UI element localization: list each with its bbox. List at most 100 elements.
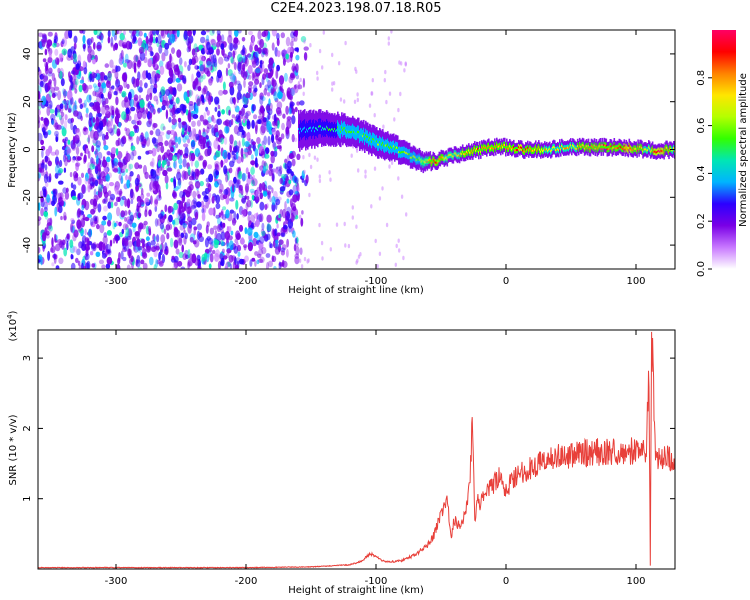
- noise-blob: [72, 233, 77, 242]
- signal-mark: [524, 150, 526, 153]
- noise-blob: [135, 30, 140, 37]
- signal-mark: [400, 151, 402, 154]
- x-tick-label: 0: [503, 276, 509, 287]
- noise-blob: [398, 248, 401, 253]
- signal-mark: [381, 143, 383, 146]
- noise-blob: [120, 137, 125, 147]
- noise-blob: [288, 189, 294, 196]
- noise-blob: [87, 214, 92, 218]
- noise-blob: [201, 191, 207, 196]
- noise-blob: [173, 161, 176, 169]
- signal-mark: [469, 151, 471, 154]
- noise-blob: [254, 196, 260, 203]
- noise-blob: [53, 35, 59, 44]
- noise-blob: [232, 183, 235, 193]
- noise-blob: [98, 178, 104, 186]
- noise-blob: [190, 139, 196, 148]
- noise-blob: [67, 118, 73, 124]
- noise-blob: [140, 259, 145, 265]
- noise-blob: [344, 40, 347, 46]
- noise-blob: [72, 184, 77, 191]
- noise-blob: [402, 255, 405, 261]
- noise-blob: [85, 129, 89, 135]
- signal-mark: [451, 155, 454, 158]
- noise-blob: [104, 63, 110, 68]
- noise-blob: [206, 58, 212, 66]
- signal-mark: [627, 149, 630, 152]
- noise-blob: [237, 30, 242, 34]
- noise-blob: [165, 109, 169, 120]
- noise-blob: [58, 257, 64, 265]
- noise-blob: [248, 30, 253, 36]
- noise-blob: [157, 34, 162, 45]
- signal-mark: [510, 146, 512, 149]
- noise-blob: [90, 217, 94, 226]
- signal-mark: [484, 146, 486, 149]
- noise-blob: [267, 260, 273, 268]
- noise-blob: [133, 54, 139, 63]
- noise-blob: [150, 246, 157, 253]
- noise-blob: [41, 149, 44, 159]
- noise-blob: [249, 259, 253, 267]
- noise-blob: [75, 146, 80, 156]
- noise-blob: [290, 41, 294, 48]
- noise-blob: [228, 109, 231, 116]
- noise-blob: [232, 75, 236, 81]
- noise-blob: [216, 118, 222, 125]
- noise-blob: [294, 237, 298, 244]
- signal-mark: [651, 147, 654, 150]
- noise-blob: [129, 214, 134, 222]
- noise-blob: [118, 174, 122, 181]
- noise-blob: [192, 30, 196, 36]
- noise-blob: [123, 237, 129, 247]
- noise-blob: [309, 43, 312, 48]
- signal-mark: [559, 145, 561, 148]
- noise-blob: [161, 52, 166, 62]
- noise-blob: [400, 61, 403, 66]
- noise-blob: [125, 227, 130, 237]
- noise-blob: [99, 223, 105, 234]
- noise-blob: [329, 177, 332, 182]
- noise-blob: [94, 90, 100, 98]
- signal-mark: [392, 145, 394, 148]
- noise-blob: [237, 251, 241, 257]
- noise-blob: [403, 68, 406, 73]
- noise-blob: [246, 131, 251, 142]
- noise-blob: [228, 240, 234, 251]
- noise-blob: [127, 248, 133, 257]
- noise-blob: [247, 214, 251, 222]
- signal-mark: [457, 154, 460, 157]
- noise-blob: [107, 190, 112, 197]
- noise-blob: [260, 48, 265, 58]
- noise-blob: [159, 60, 164, 68]
- noise-blob: [90, 243, 97, 250]
- signal-mark: [519, 147, 521, 150]
- signal-mark: [511, 148, 513, 151]
- noise-blob: [60, 78, 65, 87]
- noise-blob: [102, 235, 108, 245]
- noise-blob: [73, 110, 79, 117]
- signal-mark: [433, 159, 436, 162]
- signal-mark: [447, 154, 450, 157]
- noise-blob: [195, 77, 199, 86]
- noise-blob: [238, 224, 244, 232]
- noise-blob: [92, 202, 98, 210]
- signal-mark: [415, 159, 418, 162]
- signal-mark: [395, 146, 397, 149]
- noise-blob: [60, 125, 65, 130]
- signal-mark: [355, 132, 357, 135]
- signal-mark: [539, 148, 541, 151]
- signal-mark: [345, 129, 347, 132]
- noise-blob: [87, 168, 91, 175]
- noise-blob: [217, 104, 221, 110]
- signal-mark: [410, 156, 413, 159]
- noise-blob: [91, 104, 97, 110]
- signal-mark: [592, 146, 595, 149]
- noise-blob: [105, 132, 109, 137]
- noise-blob: [107, 248, 112, 256]
- noise-blob: [264, 51, 269, 57]
- noise-blob: [225, 252, 230, 258]
- noise-blob: [44, 211, 49, 220]
- noise-blob: [286, 206, 292, 217]
- signal-mark: [399, 150, 401, 153]
